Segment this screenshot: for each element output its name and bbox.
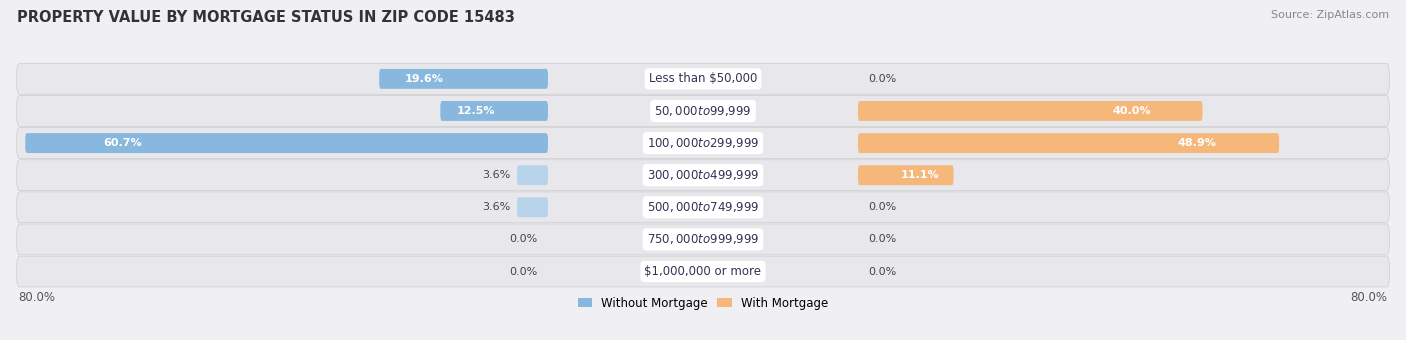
FancyBboxPatch shape [440,101,548,121]
Text: 40.0%: 40.0% [1112,106,1152,116]
Text: 0.0%: 0.0% [869,74,897,84]
Text: 0.0%: 0.0% [869,202,897,212]
FancyBboxPatch shape [858,133,1279,153]
Text: 0.0%: 0.0% [869,234,897,244]
FancyBboxPatch shape [17,128,1389,158]
Text: 0.0%: 0.0% [509,267,537,276]
Text: 3.6%: 3.6% [482,170,510,180]
Text: $50,000 to $99,999: $50,000 to $99,999 [654,104,752,118]
Text: $500,000 to $749,999: $500,000 to $749,999 [647,200,759,214]
Text: Source: ZipAtlas.com: Source: ZipAtlas.com [1271,10,1389,20]
Text: 80.0%: 80.0% [18,291,55,304]
FancyBboxPatch shape [17,96,1389,126]
Text: 48.9%: 48.9% [1177,138,1216,148]
Text: 11.1%: 11.1% [901,170,939,180]
Text: $300,000 to $499,999: $300,000 to $499,999 [647,168,759,182]
Text: 12.5%: 12.5% [457,106,495,116]
FancyBboxPatch shape [17,160,1389,191]
Text: PROPERTY VALUE BY MORTGAGE STATUS IN ZIP CODE 15483: PROPERTY VALUE BY MORTGAGE STATUS IN ZIP… [17,10,515,25]
FancyBboxPatch shape [17,64,1389,94]
FancyBboxPatch shape [858,165,953,185]
Text: 0.0%: 0.0% [509,234,537,244]
Text: 19.6%: 19.6% [405,74,443,84]
FancyBboxPatch shape [17,192,1389,223]
Text: 60.7%: 60.7% [104,138,142,148]
FancyBboxPatch shape [517,165,548,185]
Text: Less than $50,000: Less than $50,000 [648,72,758,85]
FancyBboxPatch shape [380,69,548,89]
Text: $100,000 to $299,999: $100,000 to $299,999 [647,136,759,150]
Text: $750,000 to $999,999: $750,000 to $999,999 [647,233,759,246]
FancyBboxPatch shape [17,224,1389,255]
FancyBboxPatch shape [25,133,548,153]
FancyBboxPatch shape [858,101,1202,121]
FancyBboxPatch shape [17,256,1389,287]
Legend: Without Mortgage, With Mortgage: Without Mortgage, With Mortgage [578,296,828,310]
Text: 0.0%: 0.0% [869,267,897,276]
Text: 3.6%: 3.6% [482,202,510,212]
Text: $1,000,000 or more: $1,000,000 or more [644,265,762,278]
Text: 80.0%: 80.0% [1351,291,1388,304]
FancyBboxPatch shape [517,197,548,217]
